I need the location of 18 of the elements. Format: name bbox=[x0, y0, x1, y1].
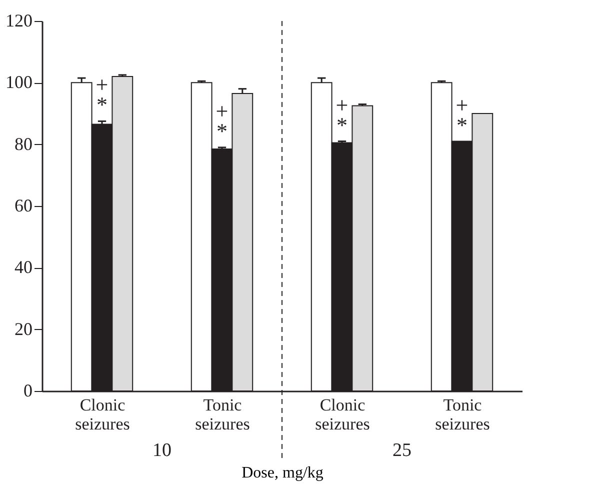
text: + * bbox=[216, 98, 228, 144]
x-tick-label: Tonic seizures bbox=[435, 396, 490, 434]
x-axis-title: Dose, mg/kg bbox=[242, 464, 324, 482]
x-tick-label: Clonic seizures bbox=[315, 396, 370, 434]
y-tick-label: 80 bbox=[14, 134, 32, 154]
y-tick-label: 60 bbox=[14, 196, 32, 216]
y-tick-label: 20 bbox=[14, 318, 32, 339]
text: + * bbox=[456, 92, 468, 138]
x-tick-label: Tonic seizures bbox=[195, 396, 250, 434]
text: + * bbox=[336, 92, 348, 138]
text: + * bbox=[96, 72, 108, 118]
x-tick-label: Clonic seizures bbox=[75, 396, 130, 434]
text: 25 bbox=[392, 440, 412, 461]
y-tick-label: 0 bbox=[24, 380, 32, 400]
y-tick-label: 40 bbox=[14, 257, 32, 278]
text: 10 bbox=[152, 440, 172, 461]
y-tick-label: 100 bbox=[6, 72, 32, 92]
y-tick-label: 120 bbox=[6, 10, 32, 30]
